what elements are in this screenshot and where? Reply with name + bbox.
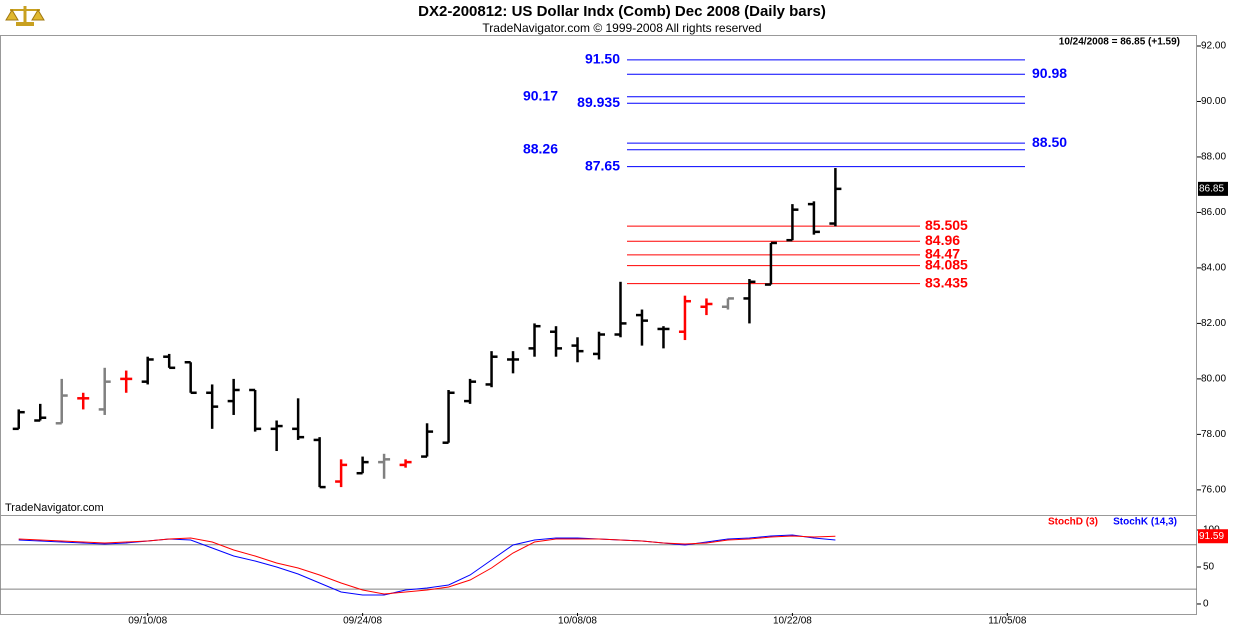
legend-entry: StochK (14,3) bbox=[1113, 517, 1177, 528]
y-tick-label: 86.00 bbox=[1201, 207, 1226, 218]
level-label: 90.98 bbox=[1032, 65, 1067, 81]
watermark: TradeNavigator.com bbox=[5, 502, 104, 514]
x-tick-label: 11/05/08 bbox=[988, 616, 1027, 627]
level-label: 84.085 bbox=[925, 256, 968, 272]
x-tick-label: 10/22/08 bbox=[773, 616, 812, 627]
y-tick-label: 82.00 bbox=[1201, 318, 1226, 329]
plot-frame bbox=[0, 35, 1197, 615]
chart-subtitle: TradeNavigator.com © 1999-2008 All right… bbox=[482, 21, 761, 35]
value-label: 91.59 bbox=[1199, 531, 1224, 542]
level-label: 89.935 bbox=[577, 94, 620, 110]
level-label: 88.26 bbox=[523, 140, 558, 156]
level-label: 90.17 bbox=[523, 87, 558, 103]
y-tick-label: 84.00 bbox=[1201, 263, 1226, 274]
legend-entry: StochD (3) bbox=[1048, 517, 1098, 528]
x-tick-label: 09/24/08 bbox=[343, 616, 382, 627]
y-tick-label: 80.00 bbox=[1201, 374, 1226, 385]
value-box bbox=[1198, 529, 1228, 544]
level-label: 88.50 bbox=[1032, 134, 1067, 150]
x-tick-label: 10/08/08 bbox=[558, 616, 597, 627]
level-label: 87.65 bbox=[585, 157, 620, 173]
header-note: 10/24/2008 = 86.85 (+1.59) bbox=[1059, 37, 1180, 48]
x-tick-label: 09/10/08 bbox=[128, 616, 167, 627]
level-label: 84.96 bbox=[925, 232, 960, 248]
logo bbox=[5, 6, 45, 26]
price-box bbox=[1198, 181, 1228, 196]
chart-title: DX2-200812: US Dollar Indx (Comb) Dec 20… bbox=[418, 3, 826, 20]
level-label: 83.435 bbox=[925, 274, 968, 290]
y-tick-label: 88.00 bbox=[1201, 152, 1226, 163]
y-tick-label: 90.00 bbox=[1201, 96, 1226, 107]
y-tick-label: 76.00 bbox=[1201, 485, 1226, 496]
stoch-line bbox=[18, 535, 836, 595]
level-label: 91.50 bbox=[585, 51, 620, 67]
level-label: 84.47 bbox=[925, 246, 960, 262]
y-tick-label: 50 bbox=[1203, 562, 1215, 573]
price-label: 86.85 bbox=[1199, 184, 1224, 195]
level-label: 85.505 bbox=[925, 217, 968, 233]
y-tick-label: 78.00 bbox=[1201, 429, 1226, 440]
y-tick-label: 92.00 bbox=[1201, 41, 1226, 52]
y-tick-label: 0 bbox=[1203, 599, 1209, 610]
